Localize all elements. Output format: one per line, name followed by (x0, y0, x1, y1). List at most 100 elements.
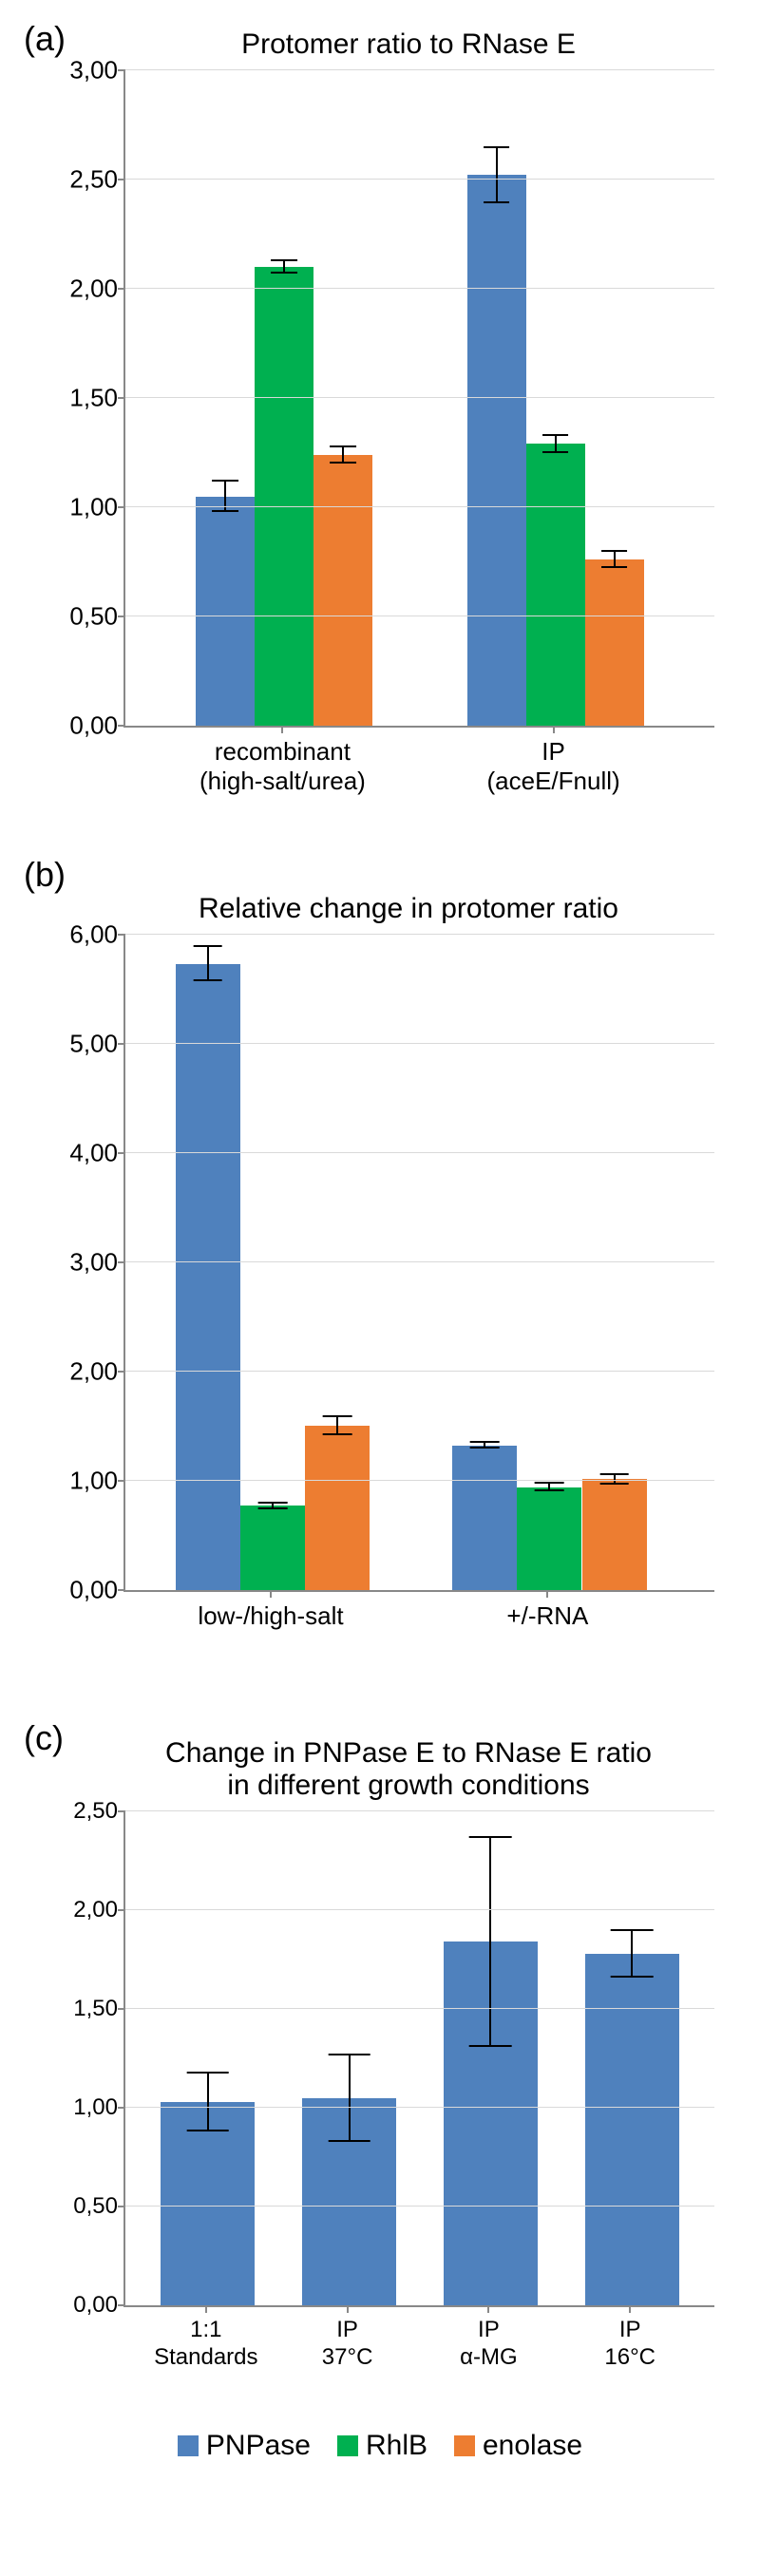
error-bar-line (207, 946, 209, 981)
grid-line (125, 288, 714, 289)
grid-line (125, 179, 714, 180)
panel-a-yaxis: 0,000,501,001,502,002,503,00 (66, 70, 124, 726)
panel-b-yaxis: 0,001,002,003,004,005,006,00 (66, 935, 124, 1590)
panel-c-yaxis: 0,000,501,001,502,002,50 (66, 1811, 124, 2305)
panel-a-letter: (a) (24, 19, 66, 59)
error-bar-line (207, 2073, 209, 2131)
legend-label: RhlB (366, 2430, 428, 2461)
error-bar-cap (212, 510, 238, 512)
panel-b-bars (125, 935, 714, 1590)
bar (305, 1426, 370, 1590)
grid-line (125, 1152, 714, 1153)
x-tick-label: IP α-MG (460, 2317, 518, 2372)
grid-line (125, 1371, 714, 1372)
bar (467, 175, 526, 726)
x-tick-label: recombinant (high-salt/urea) (200, 737, 366, 796)
panel-c-bars (125, 1811, 714, 2305)
panel-c-letter: (c) (24, 1718, 64, 1758)
y-tick-label: 2,00 (66, 1897, 118, 1923)
x-tick-label: IP 37°C (322, 2317, 373, 2372)
y-tick-label: 0,50 (66, 602, 118, 632)
error-bar-cap (535, 1482, 564, 1484)
legend-label: PNPase (206, 2430, 311, 2461)
grid-line (125, 2008, 714, 2009)
panel-b: (b) Relative change in protomer ratio 0,… (0, 836, 760, 1700)
error-bar-cap (323, 1433, 352, 1435)
grid-line (125, 506, 714, 507)
grid-line (125, 1043, 714, 1044)
panel-c-chart: 0,000,501,001,502,002,50 1:1 StandardsIP… (66, 1811, 722, 2372)
legend-swatch (178, 2435, 199, 2456)
bar (196, 497, 255, 727)
bar (526, 444, 585, 726)
panel-b-letter: (b) (24, 855, 66, 895)
x-tick-label: low-/high-salt (198, 1601, 343, 1631)
y-tick-label: 1,50 (66, 384, 118, 413)
y-tick-label: 0,00 (66, 711, 118, 741)
y-tick-label: 3,00 (66, 56, 118, 85)
error-bar-cap (611, 1976, 654, 1978)
bar (582, 1479, 647, 1589)
bar (255, 267, 314, 726)
panel-c-plot (124, 1811, 714, 2307)
y-tick-label: 2,50 (66, 1798, 118, 1825)
grid-line (125, 69, 714, 70)
x-tick-mark (270, 1590, 272, 1598)
legend-item: PNPase (178, 2430, 311, 2462)
error-bar-cap (271, 259, 297, 261)
y-tick-label: 5,00 (66, 1029, 118, 1058)
grid-line (125, 1480, 714, 1481)
y-tick-label: 0,50 (66, 2193, 118, 2220)
x-tick-label: +/-RNA (506, 1601, 588, 1631)
error-bar-cap (470, 1447, 500, 1449)
error-bar-cap (193, 945, 222, 947)
y-tick-label: 0,00 (66, 2292, 118, 2319)
panel-c: (c) Change in PNPase E to RNase E ratio … (0, 1699, 760, 2410)
legend-swatch (454, 2435, 475, 2456)
y-tick-label: 2,00 (66, 275, 118, 304)
bar (161, 2102, 255, 2305)
bar (240, 1506, 305, 1590)
bar (314, 455, 372, 726)
panel-b-xaxis: low-/high-salt +/-RNA (124, 1598, 712, 1662)
x-tick-mark (546, 1590, 548, 1598)
grid-line (125, 397, 714, 398)
error-bar-cap (271, 272, 297, 274)
error-bar-line (489, 1837, 491, 2046)
panel-b-title: Relative change in protomer ratio (95, 893, 722, 925)
x-tick-label: IP 16°C (604, 2317, 656, 2372)
y-tick-label: 1,00 (66, 1466, 118, 1495)
panel-c-xaxis: 1:1 StandardsIP 37°CIP α-MGIP 16°C (124, 2313, 712, 2372)
error-bar-cap (599, 1473, 629, 1475)
error-bar-line (631, 1930, 633, 1978)
y-tick-label: 2,00 (66, 1356, 118, 1386)
y-tick-label: 0,00 (66, 1575, 118, 1604)
y-tick-label: 4,00 (66, 1138, 118, 1167)
legend-item: enolase (454, 2430, 582, 2462)
x-tick-mark (629, 2305, 631, 2313)
error-bar-line (349, 2055, 351, 2142)
error-bar-cap (601, 566, 628, 568)
error-bar-line (336, 1416, 338, 1436)
error-bar-line (496, 147, 498, 204)
x-tick-mark (205, 2305, 207, 2313)
error-bar-cap (186, 2130, 229, 2131)
bar (517, 1487, 581, 1590)
x-tick-mark (281, 726, 283, 733)
y-tick-label: 2,50 (66, 165, 118, 195)
grid-line (125, 934, 714, 935)
grid-line (125, 1810, 714, 1811)
panel-b-chart: 0,001,002,003,004,005,006,00 low-/high-s… (66, 935, 722, 1662)
y-tick-label: 1,00 (66, 2094, 118, 2121)
panel-a-bars (125, 70, 714, 726)
panel-a-plot (124, 70, 714, 728)
error-bar-cap (258, 1502, 288, 1504)
grid-line (125, 2206, 714, 2207)
panel-b-plot (124, 935, 714, 1592)
grid-line (125, 1909, 714, 1910)
legend-swatch (337, 2435, 358, 2456)
panel-c-title: Change in PNPase E to RNase E ratio in d… (95, 1737, 722, 1802)
error-bar-cap (328, 2140, 370, 2142)
grid-line (125, 1261, 714, 1262)
error-bar-cap (599, 1483, 629, 1485)
